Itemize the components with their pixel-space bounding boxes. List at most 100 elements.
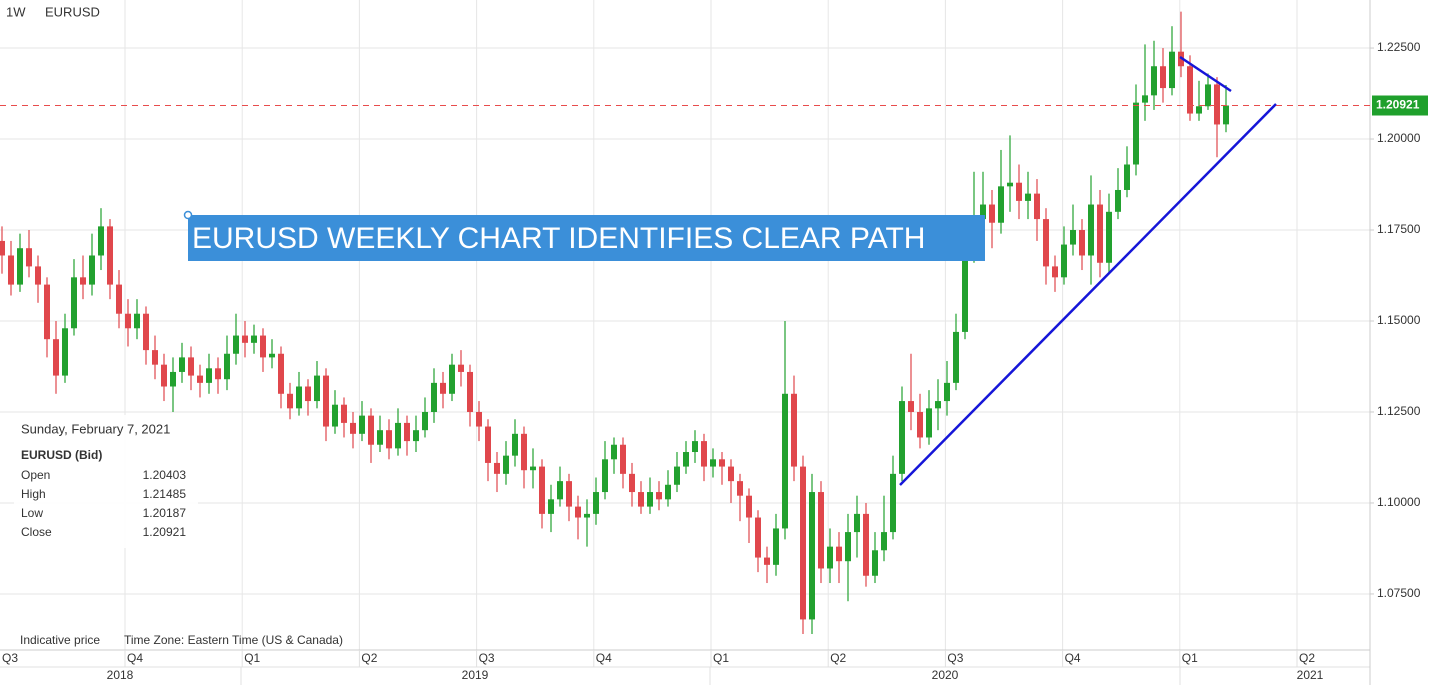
candle-body xyxy=(1088,204,1094,256)
candle-body xyxy=(1007,182,1013,187)
candle-body xyxy=(1070,230,1076,245)
candle-body xyxy=(242,335,248,343)
candle-body xyxy=(1205,84,1211,107)
candle-body xyxy=(1196,106,1202,114)
candle-body xyxy=(1052,266,1058,278)
candle-body xyxy=(269,353,275,358)
annotation-box xyxy=(188,215,985,261)
candle-body xyxy=(620,444,626,474)
candle-body xyxy=(134,313,140,329)
candle-body xyxy=(926,408,932,438)
candle-body xyxy=(530,466,536,471)
quarter-label: Q1 xyxy=(713,651,729,665)
candle-body xyxy=(1043,219,1049,267)
y-tick-label: 1.10000 xyxy=(1377,495,1421,509)
candle-body xyxy=(359,415,365,434)
candle-body xyxy=(854,513,860,533)
candle-body xyxy=(332,404,338,427)
candle-body xyxy=(737,481,743,496)
candle-body xyxy=(980,204,986,220)
candle-body xyxy=(296,386,302,409)
info-value: 1.20921 xyxy=(143,525,187,539)
candle-body xyxy=(368,415,374,445)
candle-body xyxy=(575,506,581,518)
candle-body xyxy=(485,426,491,463)
candle-body xyxy=(278,353,284,394)
candle-body xyxy=(998,186,1004,223)
candle-body xyxy=(953,331,959,383)
candle-body xyxy=(53,339,59,376)
candle-body xyxy=(1106,211,1112,263)
y-tick-label: 1.22500 xyxy=(1377,40,1421,54)
candle-body xyxy=(611,444,617,460)
candle-body xyxy=(125,313,131,329)
info-instrument: EURUSD (Bid) xyxy=(21,448,102,462)
candle-body xyxy=(593,492,599,514)
candle-body xyxy=(476,411,482,427)
candle-body xyxy=(665,484,671,500)
candle-body xyxy=(197,375,203,383)
price-label: 1.20921 xyxy=(1376,98,1420,112)
overlay: EURUSD WEEKLY CHART IDENTIFIES CLEAR PAT… xyxy=(183,55,1277,486)
candle-body xyxy=(944,382,950,402)
candle-body xyxy=(1151,66,1157,96)
candle-body xyxy=(188,357,194,376)
candle-body xyxy=(341,404,347,423)
candle-body xyxy=(449,364,455,394)
y-tick-label: 1.07500 xyxy=(1377,586,1421,600)
interval: 1W xyxy=(6,4,26,19)
candle-body xyxy=(1133,102,1139,165)
candle-body xyxy=(782,393,788,529)
candle-body xyxy=(710,459,716,467)
candle-body xyxy=(0,240,5,256)
candle-body xyxy=(800,466,806,620)
candle-body xyxy=(314,375,320,402)
candle-body xyxy=(404,422,410,442)
candle-body xyxy=(206,368,212,383)
candle-body xyxy=(44,284,50,340)
candle-body xyxy=(71,277,77,329)
candle-body xyxy=(170,371,176,387)
candle-body xyxy=(1214,84,1220,125)
quarter-label: Q3 xyxy=(2,651,18,665)
candle-body xyxy=(557,481,563,500)
quarter-label: Q2 xyxy=(1299,651,1315,665)
candle-body xyxy=(1115,189,1121,212)
footer-timezone: Time Zone: Eastern Time (US & Canada) xyxy=(124,633,343,647)
candle-body xyxy=(287,393,293,409)
candle-body xyxy=(161,364,167,387)
candle-body xyxy=(116,284,122,314)
candle-body xyxy=(107,226,113,285)
y-tick-label: 1.17500 xyxy=(1377,222,1421,236)
candle-body xyxy=(98,226,104,256)
candle-body xyxy=(809,492,815,620)
candle-body xyxy=(1142,95,1148,103)
candle-body xyxy=(512,433,518,456)
y-tick-label: 1.20000 xyxy=(1377,131,1421,145)
quarter-label: Q4 xyxy=(596,651,612,665)
year-label: 2019 xyxy=(462,668,489,682)
candle-body xyxy=(827,546,833,569)
trend-line xyxy=(1179,55,1232,93)
candle-body xyxy=(863,513,869,576)
info-box: Sunday, February 7, 2021 EURUSD (Bid) Op… xyxy=(14,415,198,548)
candle-body xyxy=(647,492,653,507)
info-field: High xyxy=(21,487,46,501)
trend-line xyxy=(899,103,1277,486)
candle-body xyxy=(422,411,428,431)
year-label: 2018 xyxy=(107,668,134,682)
quarter-label: Q3 xyxy=(479,651,495,665)
candle-body xyxy=(656,492,662,500)
candle-body xyxy=(1079,230,1085,256)
info-field: Low xyxy=(21,506,43,520)
y-tick-label: 1.15000 xyxy=(1377,313,1421,327)
candle-body xyxy=(179,357,185,372)
quarter-label: Q2 xyxy=(361,651,377,665)
candle-body xyxy=(323,375,329,427)
grid xyxy=(0,0,1370,650)
candle-body xyxy=(1034,193,1040,220)
candle-body xyxy=(143,313,149,351)
candle-body xyxy=(746,495,752,518)
y-tick-label: 1.12500 xyxy=(1377,404,1421,418)
candle-body xyxy=(62,328,68,376)
